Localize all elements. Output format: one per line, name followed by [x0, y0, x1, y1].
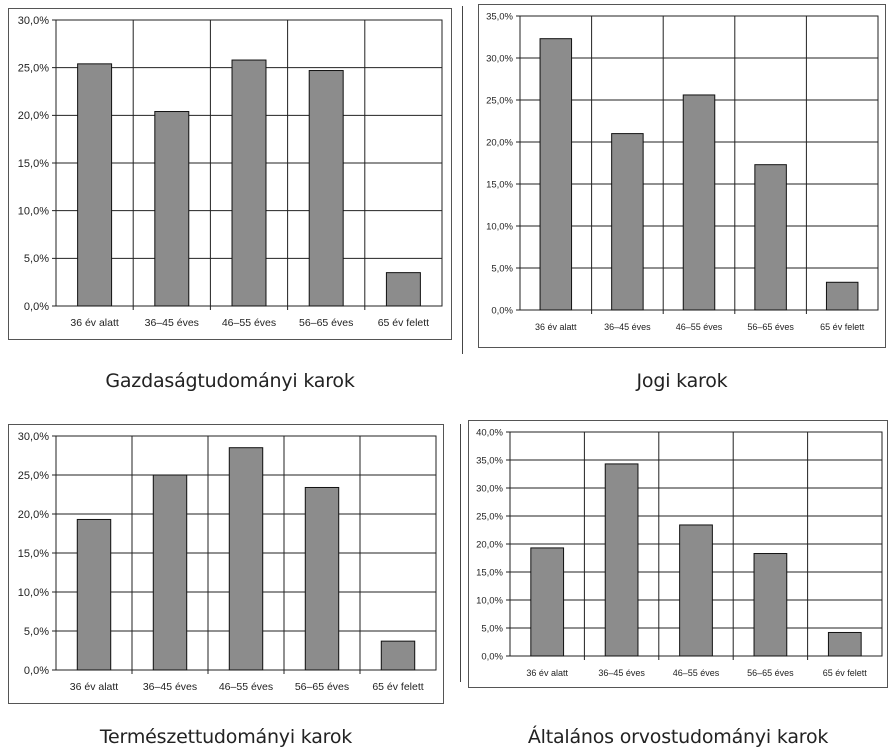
chart-frame: [8, 424, 444, 704]
y-tick-label: 10,0%: [18, 587, 49, 599]
y-tick-label: 30,0%: [18, 431, 49, 443]
bar: [530, 547, 565, 657]
y-tick-label: 25,0%: [476, 511, 503, 522]
bar: [154, 111, 190, 307]
bar: [604, 463, 639, 657]
y-tick-label: 5,0%: [481, 623, 503, 634]
y-tick-label: 0,0%: [24, 665, 49, 677]
y-tick-label: 15,0%: [18, 548, 49, 560]
panel-divider-bottom: [460, 424, 461, 682]
y-tick-label: 10,0%: [18, 206, 49, 218]
chart-termeszettudomanyi: 0,0% 5,0% 10,0% 15,0% 20,0% 25,0% 30,0% 36 év a…: [8, 424, 444, 704]
y-tick-label: 30,0%: [476, 483, 503, 494]
y-tick-label: 10,0%: [486, 221, 513, 232]
y-tick-label: 30,0%: [486, 53, 513, 64]
y-tick-label: 15,0%: [18, 158, 49, 170]
chart-svg: 0,0% 5,0% 10,0% 15,0% 20,0% 25,0% 30,0% 35,0% 40…: [468, 420, 888, 688]
bar: [228, 447, 264, 671]
x-tick-label: 46–55 éves: [676, 322, 723, 332]
y-tick-label: 25,0%: [18, 470, 49, 482]
y-tick-label: 0,0%: [24, 301, 49, 313]
y-tick-label: 35,0%: [486, 11, 513, 22]
y-tick-label: 40,0%: [476, 427, 503, 438]
x-tick-label: 36–45 éves: [145, 317, 199, 329]
bar: [152, 474, 188, 671]
x-tick-label: 56–65 éves: [299, 317, 353, 329]
y-tick-label: 25,0%: [486, 95, 513, 106]
bar: [77, 63, 113, 307]
bar: [753, 553, 788, 657]
bar: [304, 486, 340, 671]
x-tick-label: 65 év felett: [378, 317, 429, 329]
y-tick-label: 15,0%: [486, 179, 513, 190]
bar: [827, 631, 862, 657]
caption-jogi: Jogi karok: [636, 370, 728, 392]
bar: [611, 133, 644, 311]
x-tick-label: 56–65 éves: [747, 322, 794, 332]
x-tick-label: 36 év alatt: [70, 317, 119, 329]
chart-svg: 0,0% 5,0% 10,0% 15,0% 20,0% 25,0% 30,0% 35,0% 36…: [478, 4, 886, 348]
x-tick-label: 36–45 éves: [598, 668, 645, 678]
y-tick-label: 35,0%: [476, 455, 503, 466]
chart-altalanos-orvostudomanyi: 0,0% 5,0% 10,0% 15,0% 20,0% 25,0% 30,0% 35,0% 40…: [468, 420, 888, 688]
bar: [754, 164, 787, 311]
bar: [539, 38, 573, 311]
y-tick-label: 20,0%: [18, 509, 49, 521]
x-tick-label: 36 év alatt: [535, 322, 577, 332]
y-tick-label: 15,0%: [476, 567, 503, 578]
y-tick-label: 25,0%: [18, 63, 49, 75]
chart-frame: [8, 8, 452, 340]
x-tick-label: 65 év felett: [823, 668, 868, 678]
x-tick-label: 65 év felett: [820, 322, 865, 332]
y-tick-label: 0,0%: [481, 651, 503, 662]
y-tick-label: 20,0%: [486, 137, 513, 148]
y-tick-label: 10,0%: [476, 595, 503, 606]
y-tick-label: 20,0%: [476, 539, 503, 550]
bar: [231, 59, 267, 307]
x-tick-label: 36–45 éves: [143, 681, 197, 693]
bar: [380, 640, 416, 671]
x-tick-label: 46–55 éves: [219, 681, 273, 693]
x-tick-label: 56–65 éves: [295, 681, 349, 693]
bar: [308, 70, 344, 307]
y-tick-label: 5,0%: [24, 253, 49, 265]
chart-svg: 0,0% 5,0% 10,0% 15,0% 20,0% 25,0% 30,0% 36 év a…: [8, 8, 452, 340]
bar: [679, 524, 713, 657]
caption-altalanos-orvostudomanyi: Általános orvostudományi karok: [527, 726, 829, 748]
bar: [825, 281, 859, 311]
y-tick-label: 0,0%: [491, 305, 513, 316]
y-tick-label: 5,0%: [491, 263, 513, 274]
y-tick-label: 5,0%: [24, 626, 49, 638]
x-tick-label: 65 év felett: [372, 681, 423, 693]
x-tick-label: 46–55 éves: [222, 317, 276, 329]
x-tick-label: 36–45 éves: [604, 322, 651, 332]
panel-divider-top: [462, 6, 463, 354]
x-tick-label: 56–65 éves: [747, 668, 794, 678]
x-tick-label: 46–55 éves: [673, 668, 720, 678]
y-tick-label: 30,0%: [18, 15, 49, 27]
caption-gazdasagtudomanyi: Gazdaságtudományi karok: [105, 370, 355, 392]
chart-gazdasagtudomanyi: 0,0% 5,0% 10,0% 15,0% 20,0% 25,0% 30,0% 36 év a…: [8, 8, 452, 340]
bar: [682, 94, 716, 311]
caption-termeszettudomanyi: Természettudományi karok: [99, 726, 353, 748]
x-tick-label: 36 év alatt: [70, 681, 119, 693]
x-tick-label: 36 év alatt: [526, 668, 568, 678]
y-tick-label: 20,0%: [18, 110, 49, 122]
chart-jogi: 0,0% 5,0% 10,0% 15,0% 20,0% 25,0% 30,0% 35,0% 36…: [478, 4, 886, 348]
bar: [76, 518, 112, 671]
chart-svg: 0,0% 5,0% 10,0% 15,0% 20,0% 25,0% 30,0% 36 év a…: [8, 424, 444, 704]
bar: [385, 272, 421, 307]
